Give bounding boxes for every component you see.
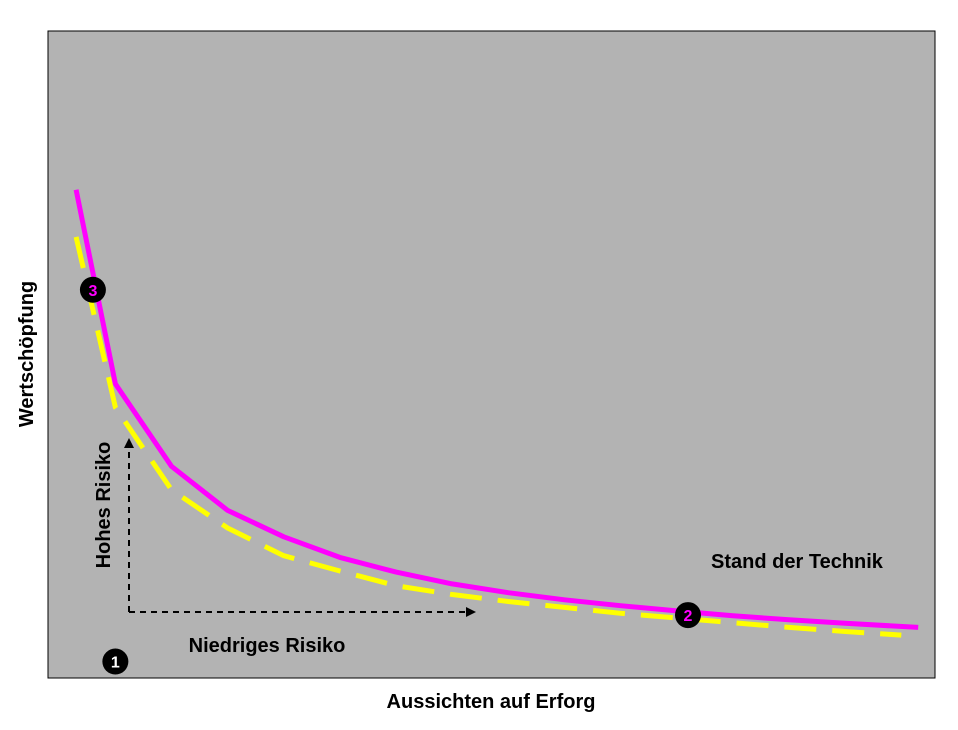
state-of-art-label: Stand der Technik (711, 551, 884, 573)
point-3-number: 3 (88, 283, 97, 300)
dashed-yellow-curve (73, 236, 902, 638)
point-2-number: 2 (684, 608, 693, 625)
point-1-badge: 1 (102, 648, 129, 675)
y-axis-label: Wertschöpfung (16, 281, 38, 427)
point-1-circle (102, 648, 129, 675)
point-2-badge: 2 (674, 602, 701, 629)
solid-magenta-curve (73, 189, 919, 630)
point-2-circle (674, 602, 701, 629)
point-3-badge: 3 (79, 276, 106, 303)
point-3-circle (79, 276, 106, 303)
low-risk-label: Niedriges Risiko (189, 635, 346, 657)
series-layer (73, 189, 919, 638)
plot-area (47, 30, 936, 679)
point-1-number: 1 (111, 655, 120, 672)
high-risk-label: Hohes Risiko (93, 442, 115, 569)
x-axis-label: Aussichten auf Erforg (387, 691, 596, 713)
marker-layer: 3 2 1 (79, 276, 701, 675)
